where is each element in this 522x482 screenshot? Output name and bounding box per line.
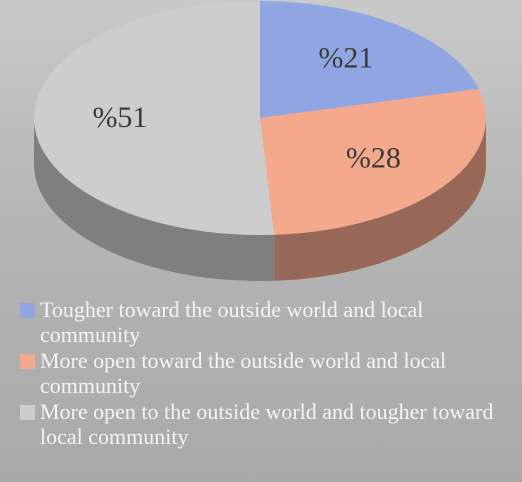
legend-label: More open toward the outside world and l…	[40, 348, 447, 398]
legend-item: More open to the outside world and tough…	[20, 399, 510, 449]
legend-swatch	[20, 405, 35, 420]
slice-side	[34, 118, 275, 281]
legend-label: More open to the outside world and tough…	[40, 399, 494, 449]
legend: Tougher toward the outside world and loc…	[20, 297, 510, 450]
legend-swatch	[20, 303, 35, 318]
slice	[260, 88, 486, 235]
slice	[34, 1, 275, 235]
legend-item: Tougher toward the outside world and loc…	[20, 297, 510, 347]
data-label: %51	[92, 101, 147, 134]
legend-label: Tougher toward the outside world and loc…	[40, 297, 424, 347]
data-label: %28	[346, 142, 401, 175]
slice-side	[274, 118, 486, 281]
data-label: %21	[318, 42, 373, 75]
legend-swatch	[20, 354, 35, 369]
slice	[260, 1, 479, 118]
legend-item: More open toward the outside world and l…	[20, 348, 510, 398]
pie-area: %21 %28 %51	[34, 1, 486, 281]
